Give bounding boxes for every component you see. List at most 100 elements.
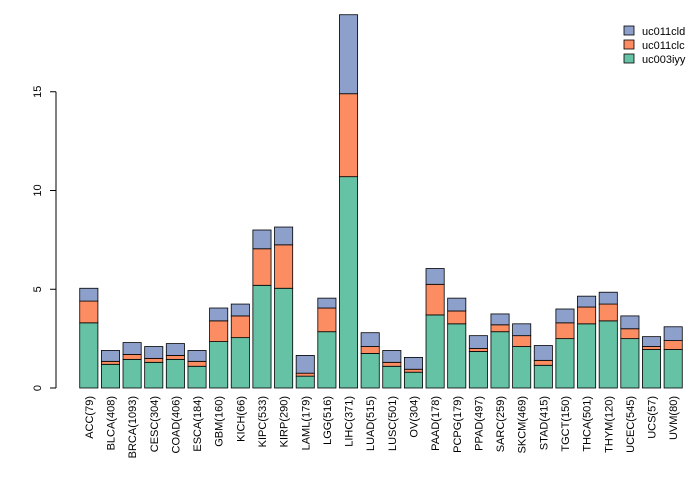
bar-segment-uc011cld [79, 287, 99, 302]
bar-segment-uc011clc [79, 300, 99, 324]
bar-segment-uc003iyy [230, 337, 250, 389]
bar-segment-uc011cld [230, 303, 250, 317]
category-label: LGG(516) [322, 396, 334, 445]
bar-segment-uc011clc [598, 303, 618, 322]
bar-segment-uc011clc [295, 372, 315, 377]
bar-segment-uc011clc [144, 357, 164, 363]
bar-segment-uc011cld [425, 268, 445, 285]
category-label: PPAD(497) [473, 396, 485, 451]
category-label: SKCM(469) [517, 396, 529, 453]
bar-segment-uc011clc [468, 348, 488, 352]
category-label: PAAD(178) [430, 396, 442, 451]
legend-label: uc011clc [642, 40, 685, 52]
bar-segment-uc011clc [512, 335, 532, 347]
bar-segment-uc003iyy [360, 353, 380, 389]
category-label: ESCA(184) [192, 396, 204, 452]
bar-segment-uc011clc [339, 93, 359, 178]
bar-segment-uc003iyy [403, 371, 423, 389]
bar-segment-uc011clc [360, 346, 380, 354]
bar-segment-uc011cld [209, 307, 229, 322]
bar-segment-uc011cld [447, 297, 467, 312]
y-tick-label: 10 [32, 184, 44, 196]
bar-segment-uc011cld [187, 350, 207, 362]
bar-segment-uc003iyy [512, 346, 532, 389]
bar-segment-uc011clc [555, 322, 575, 340]
bar-segment-uc003iyy [490, 331, 510, 389]
bar-segment-uc003iyy [533, 364, 553, 389]
category-label: LIHC(371) [344, 396, 356, 447]
bar-segment-uc011clc [663, 340, 683, 350]
bar-segment-uc003iyy [425, 314, 445, 389]
bar-segment-uc003iyy [122, 358, 142, 389]
bar-segment-uc003iyy [79, 322, 99, 389]
bar-segment-uc011clc [187, 360, 207, 367]
bar-segment-uc003iyy [252, 284, 272, 389]
bar-segment-uc011clc [382, 361, 402, 367]
x-axis-labels: ACC(79) BLCA(408) BRCA(1093) CESC(304) COAD(… [84, 396, 680, 458]
bar-segment-uc003iyy [620, 338, 640, 389]
bar-segment-uc011clc [165, 355, 185, 360]
bar-segment-uc011clc [490, 324, 510, 333]
bar-segment-uc011clc [533, 359, 553, 366]
bar-segment-uc003iyy [577, 323, 597, 389]
bar-segment-uc011cld [317, 297, 337, 309]
bar-segment-uc003iyy [144, 361, 164, 389]
bar-segment-uc011clc [447, 310, 467, 325]
category-label: STAD(415) [538, 396, 550, 450]
bar-segment-uc011clc [425, 283, 445, 316]
bar-segment-uc011cld [339, 14, 359, 95]
bar-segment-uc011cld [512, 323, 532, 337]
bar-segment-uc011cld [577, 295, 597, 308]
category-label: THCA(501) [582, 396, 594, 452]
y-axis: 0 5 10 15 [32, 86, 57, 391]
bar-segment-uc011clc [252, 248, 272, 286]
bar-segment-uc011cld [295, 355, 315, 374]
bar-segment-uc003iyy [100, 363, 120, 389]
bar-segment-uc011clc [577, 306, 597, 325]
bar-segment-uc003iyy [274, 287, 294, 389]
bar-segment-uc011clc [230, 315, 250, 339]
category-label: TGCT(150) [560, 396, 572, 452]
bar-segment-uc011clc [122, 354, 142, 360]
bar-segment-uc011cld [122, 342, 142, 355]
legend-swatch-uc011clc [623, 39, 635, 50]
bar-segment-uc011cld [468, 335, 488, 349]
category-label: UCS(57) [647, 396, 659, 439]
legend-swatch-uc011cld [623, 25, 635, 36]
legend-swatch-uc003iyy [623, 53, 635, 64]
bar-segment-uc011cld [555, 308, 575, 324]
category-label: LUAD(515) [365, 396, 377, 451]
category-label: UVM(80) [668, 396, 680, 440]
bar-segment-uc011cld [403, 356, 423, 370]
bar-segment-uc003iyy [382, 365, 402, 389]
category-label: BRCA(1093) [127, 396, 139, 458]
bar-segment-uc011cld [620, 315, 640, 330]
bar-segment-uc011cld [252, 229, 272, 250]
category-label: BLCA(408) [105, 396, 117, 450]
category-label: LUSC(501) [387, 396, 399, 451]
category-label: GBM(160) [214, 396, 226, 447]
bar-segment-uc011cld [598, 291, 618, 305]
category-label: KIRP(290) [279, 396, 291, 447]
legend: uc011cld uc011clc uc003iyy [623, 25, 686, 66]
bar-segment-uc003iyy [295, 375, 315, 389]
bar-segment-uc003iyy [642, 349, 662, 389]
bar-segment-uc003iyy [447, 323, 467, 389]
bar-segment-uc011clc [209, 320, 229, 342]
bar-layer [79, 14, 683, 389]
bar-segment-uc011cld [100, 350, 120, 362]
legend-label: uc003iyy [642, 54, 686, 66]
bar-segment-uc011cld [490, 313, 510, 326]
y-tick-label: 0 [32, 385, 44, 391]
bar-segment-uc003iyy [555, 338, 575, 389]
bar-segment-uc011cld [663, 326, 683, 341]
bar-segment-uc011clc [100, 360, 120, 365]
category-label: KICH(66) [235, 396, 247, 442]
category-label: PCPG(179) [452, 396, 464, 453]
bar-segment-uc003iyy [663, 349, 683, 389]
bar-segment-uc011cld [165, 343, 185, 356]
bar-segment-uc011cld [533, 345, 553, 361]
bar-segment-uc003iyy [209, 341, 229, 389]
